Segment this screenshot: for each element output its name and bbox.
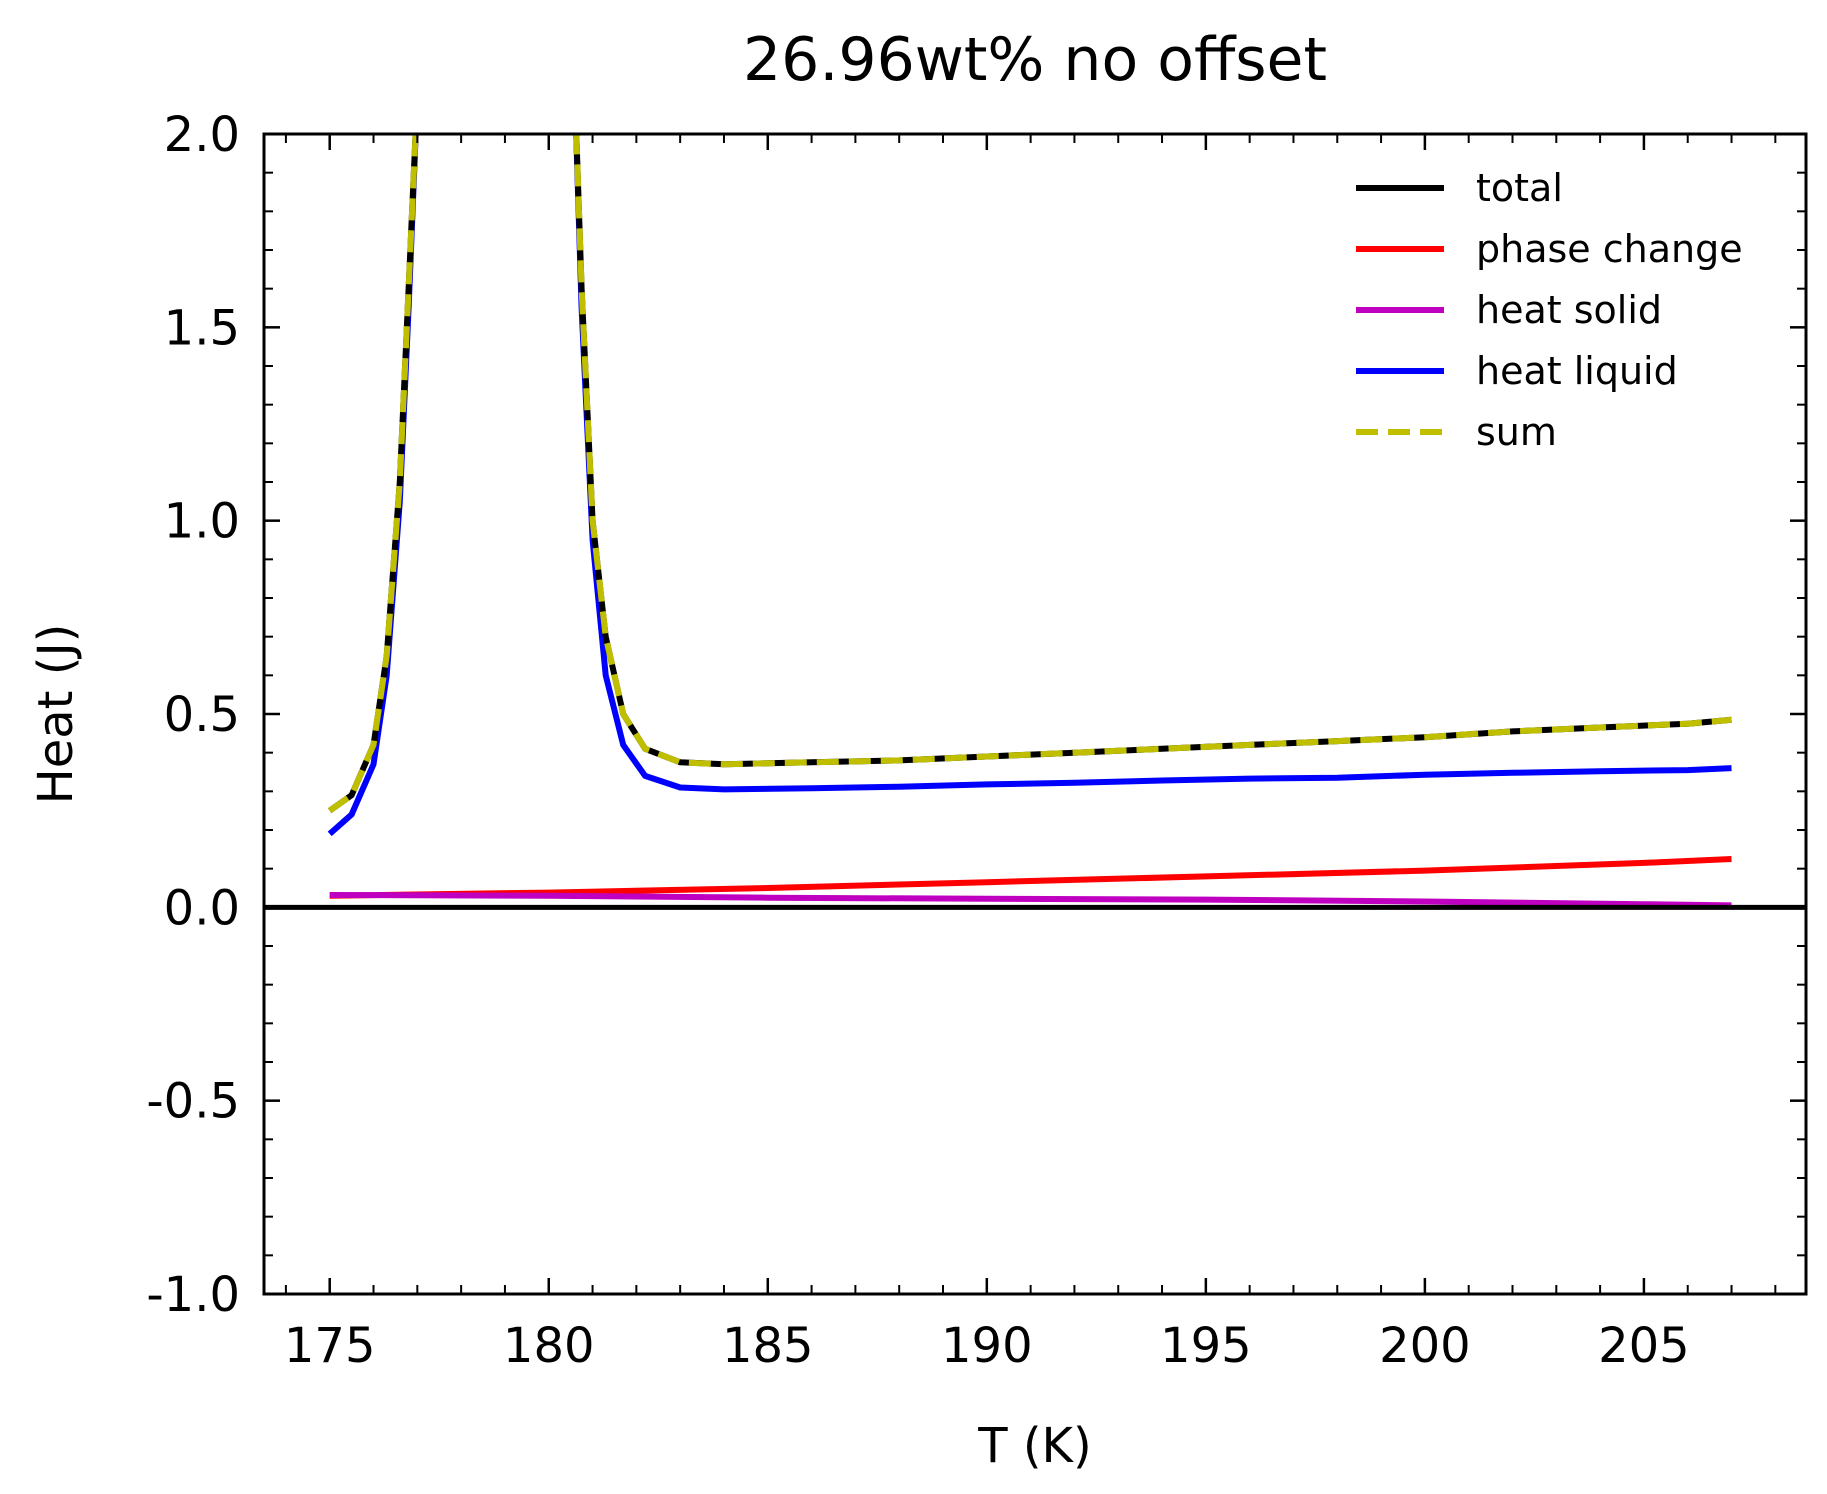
y-tick-label: 1.5	[164, 300, 240, 356]
x-tick-label: 200	[1379, 1318, 1471, 1374]
series-line-heat-solid	[329, 892, 1732, 909]
y-axis-label: Heat (J)	[28, 624, 84, 805]
chart-title: 26.96wt% no offset	[743, 25, 1327, 95]
series-layer	[327, 134, 1732, 909]
x-axis-label: T (K)	[977, 1418, 1092, 1474]
plot-frame	[262, 132, 1808, 1296]
y-tick-label: -1.0	[146, 1267, 240, 1323]
legend-label: heat solid	[1476, 288, 1662, 332]
x-tick-label: 205	[1598, 1318, 1690, 1374]
y-tick-label: -0.5	[146, 1074, 240, 1130]
x-tick-label: 180	[503, 1318, 595, 1374]
legend-label: total	[1476, 166, 1563, 210]
series-line-sum	[327, 134, 1732, 814]
legend: total phase change heat solid heat liquid su…	[1356, 166, 1743, 454]
series-line-phase-change	[329, 856, 1732, 899]
legend-label: heat liquid	[1476, 349, 1678, 393]
legend-label: sum	[1476, 410, 1557, 454]
y-tick-label: 1.0	[164, 494, 240, 550]
y-tick-label: 2.0	[164, 107, 240, 163]
y-tick-label: 0.0	[164, 880, 240, 936]
tick-labels-layer: 175 180 185 190 195 200 205 -1.0 -0.5 0.0 0.5 1.0 1.…	[146, 107, 1689, 1374]
x-tick-label: 190	[941, 1318, 1033, 1374]
x-tick-label: 185	[722, 1318, 814, 1374]
x-tick-label: 195	[1160, 1318, 1252, 1374]
y-tick-label: 0.5	[164, 687, 240, 743]
legend-label: phase change	[1476, 227, 1743, 271]
x-tick-label: 175	[284, 1318, 376, 1374]
